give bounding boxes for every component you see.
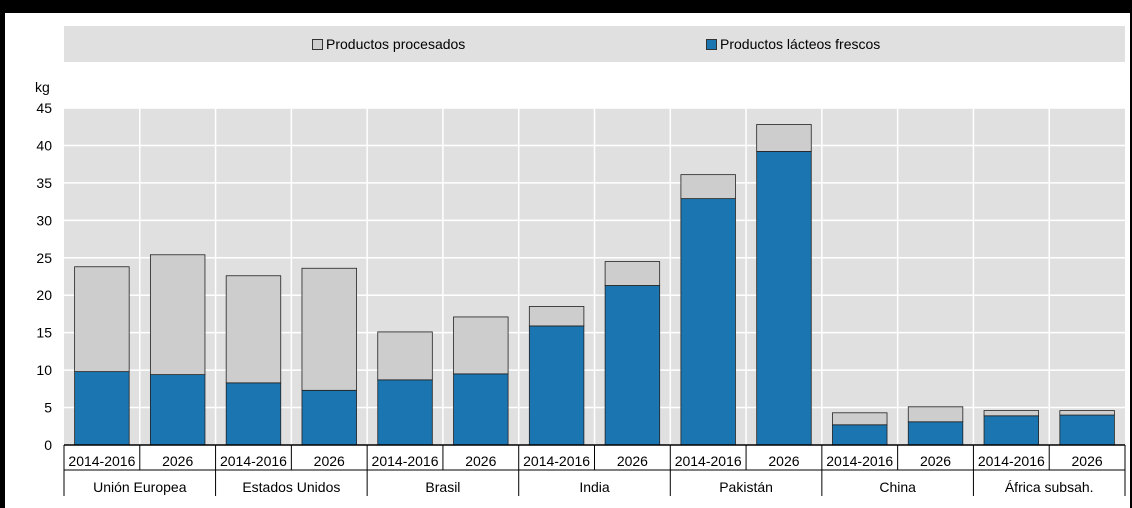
y-axis-unit-label: kg: [35, 79, 50, 95]
bar-fresh-6: [528, 325, 585, 446]
bar-processed-2: [225, 275, 282, 384]
x-period-label-5: 2026: [465, 453, 496, 469]
bar-fresh-13: [1059, 414, 1115, 446]
bar-processed-0: [74, 266, 130, 373]
legend-label-fresh: Productos lácteos frescos: [720, 36, 881, 52]
y-tick-label-40: 40: [36, 137, 52, 153]
x-group-label-4: Pakistán: [719, 479, 773, 495]
x-period-label-3: 2026: [314, 453, 345, 469]
bar-processed-13: [1059, 410, 1115, 416]
x-period-label-13: 2026: [1072, 453, 1103, 469]
bar-processed-6: [528, 306, 585, 327]
x-period-label-11: 2026: [920, 453, 951, 469]
x-period-label-6: 2014-2016: [523, 453, 590, 469]
x-group-label-5: China: [879, 479, 916, 495]
bar-fresh-3: [301, 389, 357, 446]
bar-fresh-7: [604, 285, 661, 446]
x-period-label-9: 2026: [768, 453, 799, 469]
y-tick-label-25: 25: [36, 250, 52, 266]
bar-processed-1: [149, 254, 206, 376]
bar-fresh-12: [983, 415, 1040, 446]
bar-fresh-10: [832, 424, 888, 446]
bar-processed-3: [301, 267, 357, 391]
y-tick-label-30: 30: [36, 212, 52, 228]
x-period-label-4: 2014-2016: [372, 453, 439, 469]
y-tick-label-10: 10: [36, 362, 52, 378]
bar-processed-9: [756, 124, 812, 152]
frame-top-border: [0, 0, 1132, 13]
legend-item-processed: Productos procesados: [312, 26, 465, 62]
y-tick-label-45: 45: [36, 100, 52, 116]
bar-processed-7: [604, 261, 661, 286]
x-period-label-7: 2026: [617, 453, 648, 469]
frame-right-border: [1130, 0, 1132, 508]
x-period-label-10: 2014-2016: [826, 453, 893, 469]
frame-left-border: [0, 0, 5, 508]
bar-fresh-8: [680, 198, 736, 446]
x-group-label-2: Brasil: [425, 479, 460, 495]
bar-processed-8: [680, 174, 736, 200]
x-group-label-3: India: [579, 479, 610, 495]
bar-fresh-11: [907, 421, 964, 446]
y-tick-label-20: 20: [36, 287, 52, 303]
bar-processed-10: [832, 412, 888, 426]
y-tick-label-15: 15: [36, 325, 52, 341]
bar-fresh-2: [225, 382, 282, 446]
legend-item-fresh: Productos lácteos frescos: [706, 26, 880, 62]
x-period-label-0: 2014-2016: [68, 453, 135, 469]
bar-fresh-5: [453, 373, 509, 446]
bars-layer: [74, 124, 1115, 446]
x-period-label-2: 2014-2016: [220, 453, 287, 469]
axis-layer: 0 5 10 15 20 25 30 35 40 45 2014-2016 2026 2014-2016…: [36, 100, 1126, 496]
bar-fresh-9: [756, 151, 812, 446]
x-group-label-0: Unión Europea: [93, 479, 187, 495]
bar-processed-5: [453, 316, 509, 375]
legend-swatch-fresh: [706, 39, 717, 50]
legend: Productos procesados Productos lácteos f…: [64, 26, 1125, 62]
x-period-label-1: 2026: [162, 453, 193, 469]
x-group-label-1: Estados Unidos: [242, 479, 340, 495]
bar-processed-4: [377, 331, 433, 381]
bar-fresh-4: [377, 379, 433, 446]
legend-label-processed: Productos procesados: [326, 36, 466, 52]
bar-fresh-0: [74, 371, 130, 446]
bar-fresh-1: [149, 374, 206, 446]
y-tick-label-35: 35: [36, 175, 52, 191]
bar-processed-12: [983, 410, 1040, 417]
bar-processed-11: [907, 406, 964, 423]
x-period-label-12: 2014-2016: [978, 453, 1045, 469]
x-group-label-6: África subsah.: [1005, 479, 1094, 495]
x-period-label-8: 2014-2016: [675, 453, 742, 469]
y-tick-label-0: 0: [44, 437, 52, 453]
y-tick-label-5: 5: [44, 400, 52, 416]
legend-swatch-processed: [312, 39, 323, 50]
